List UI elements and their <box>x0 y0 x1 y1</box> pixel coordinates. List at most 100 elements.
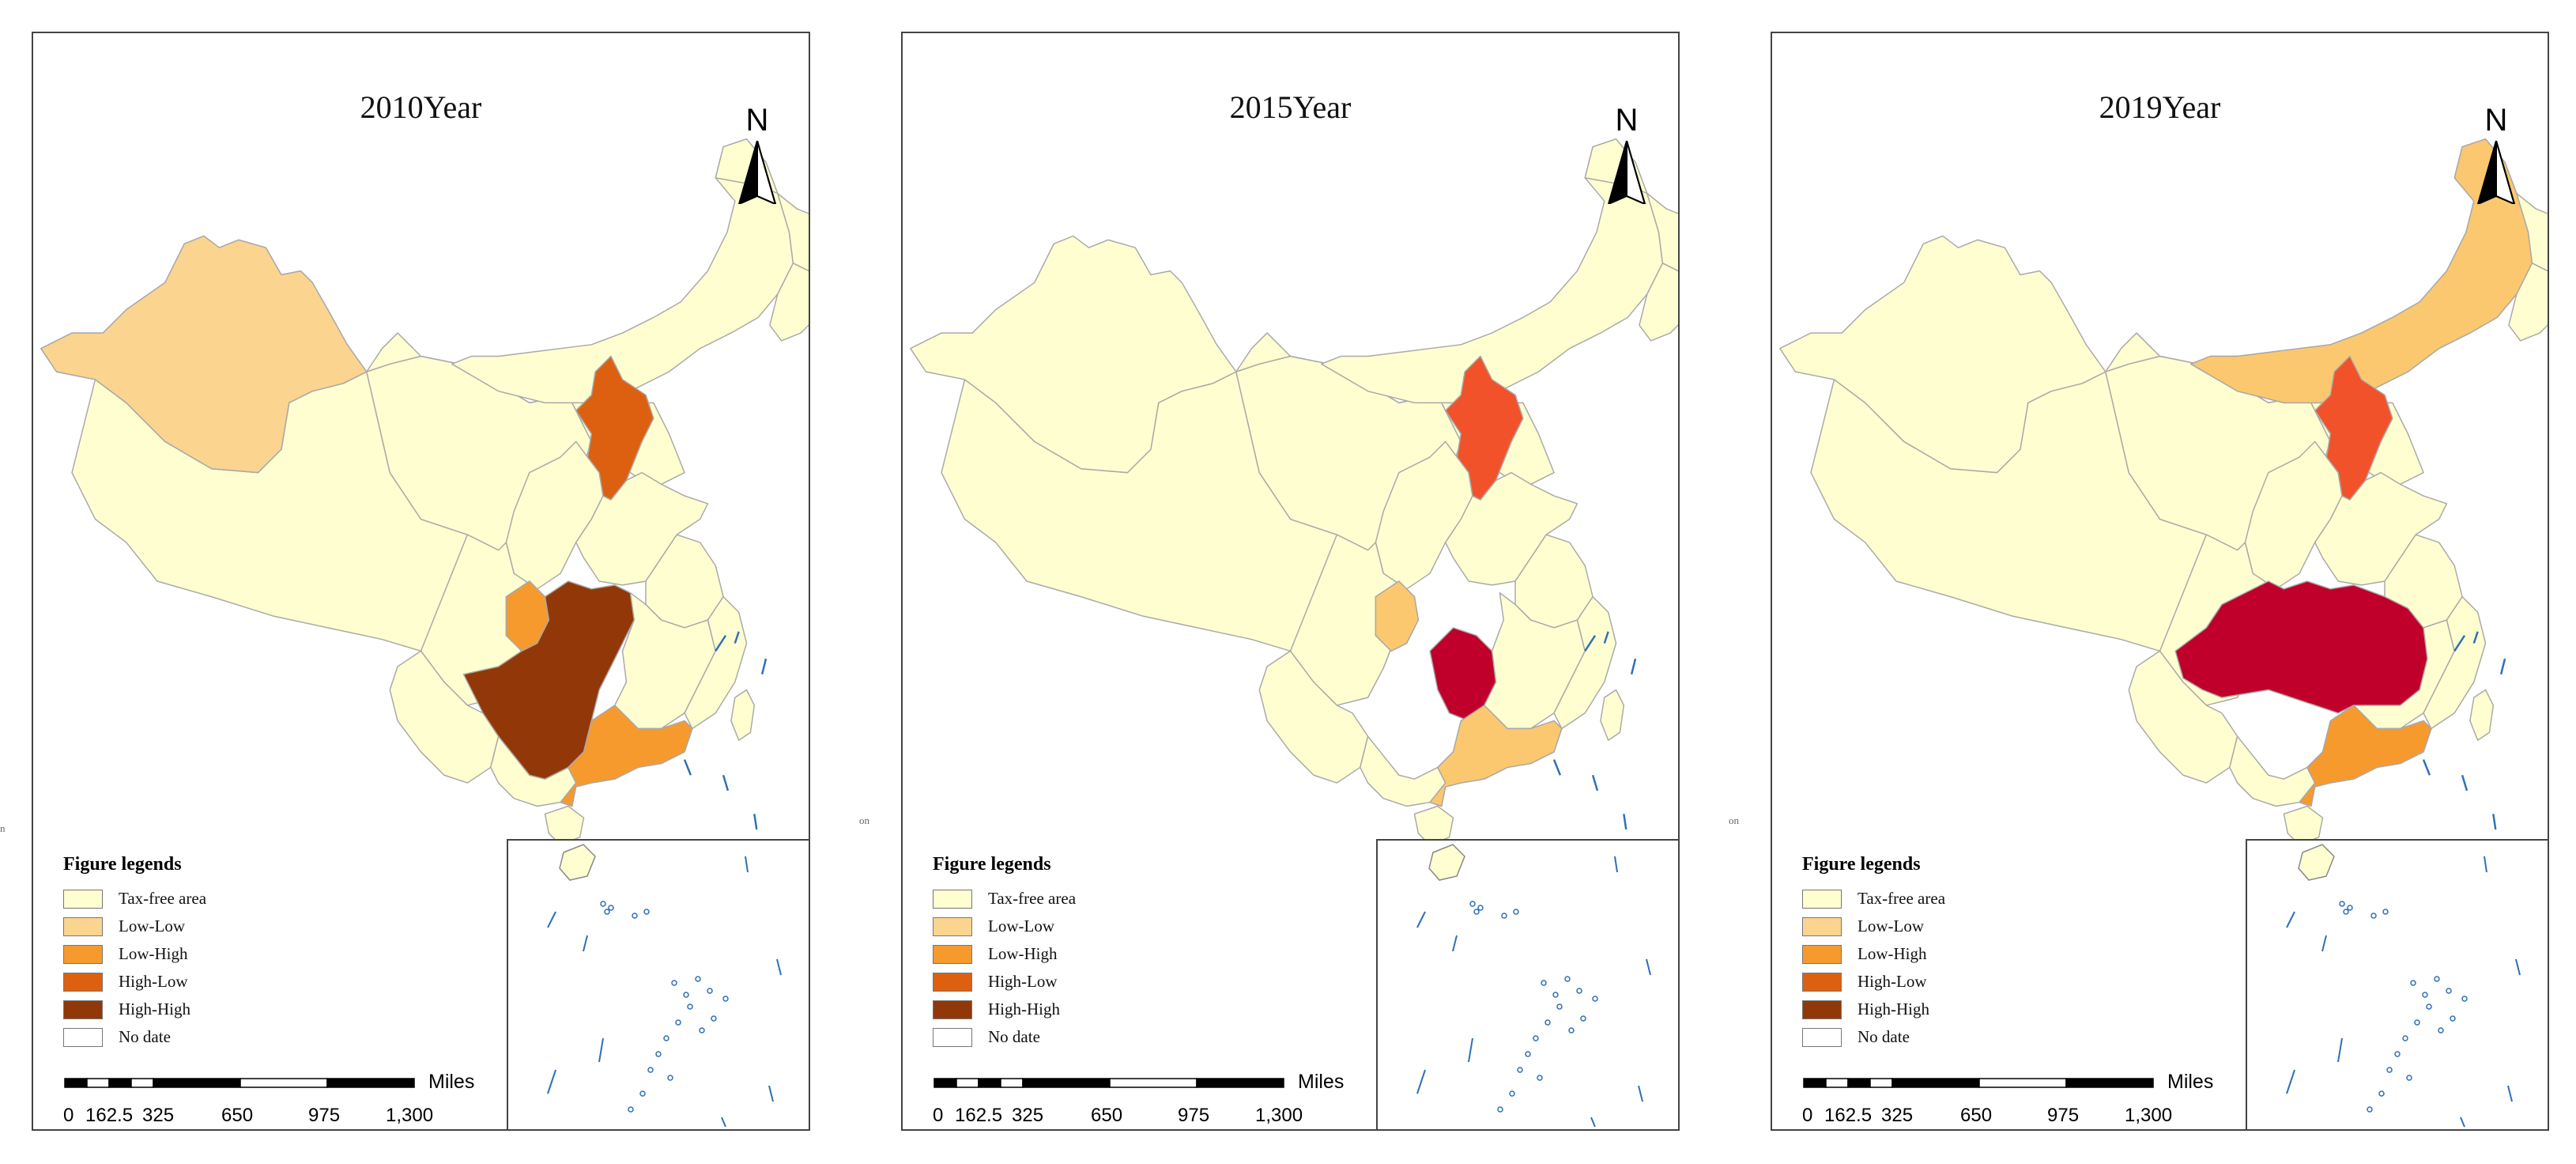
north-arrow-glyph <box>1607 141 1646 204</box>
region-jilin-liaoning <box>2508 263 2548 342</box>
sea-dash <box>1591 774 1599 792</box>
legend-item: Low-Low <box>1802 913 2063 940</box>
scale-tick-label: 1,300 <box>1255 1105 1303 1126</box>
figure-legend: Figure legends Tax-free area Low-Low Low-Hi… <box>933 854 1194 1051</box>
region-beijing-hebei-highlight <box>575 355 654 501</box>
map-panel-2015: 2015Year N Figure legends Tax-free area Low-… <box>901 32 1680 1131</box>
legend-swatch <box>1802 972 1842 992</box>
legend-swatch <box>933 1027 972 1047</box>
region-yunnan <box>1258 650 1369 784</box>
region-yunnan <box>2128 650 2238 784</box>
region-guangdong-highlight <box>1429 705 1563 807</box>
scale-bar-graphic <box>1803 1078 2154 1088</box>
scale-bar: Miles 0 162.5 325 650 975 1,300 <box>63 1071 506 1129</box>
sea-dash <box>2422 759 2431 776</box>
legend-label: High-High <box>1858 1000 1929 1018</box>
scale-tick-label: 1,300 <box>386 1105 434 1126</box>
region-taiwan <box>730 689 756 741</box>
legend-item: High-Low <box>1802 968 2063 996</box>
legend-title: Figure legends <box>933 854 1051 875</box>
scale-tick-label: 975 <box>2047 1105 2080 1126</box>
region-sichuan <box>1289 534 1408 706</box>
scale-units: Miles <box>1298 1071 1345 1093</box>
legend-swatch <box>63 944 103 964</box>
legend-label: Tax-free area <box>988 889 1077 908</box>
legend-label: Low-Low <box>119 916 185 935</box>
legend-swatch <box>63 1000 103 1019</box>
region-hainan <box>2283 805 2324 846</box>
legend-swatch <box>1802 1000 1842 1019</box>
legend-label: High-Low <box>1858 972 1927 991</box>
south-china-sea-inset <box>1376 839 1678 1129</box>
region-xinjiang <box>1779 235 2106 474</box>
region-jilin-liaoning <box>1639 263 1678 342</box>
north-arrow-glyph <box>737 141 777 204</box>
legend-item: High-High <box>63 996 324 1023</box>
region-zhejiang-fujian <box>1553 595 1617 730</box>
china-choropleth-map <box>1779 138 2548 876</box>
region-central-south-highlight <box>462 580 636 780</box>
panel-title: 2015Year <box>1229 89 1352 125</box>
legend-item: High-Low <box>63 968 324 996</box>
region-xinjiang-highlight <box>40 235 368 474</box>
scale-bar-graphic <box>64 1078 415 1088</box>
region-heilongjiang <box>715 138 809 272</box>
inset-map <box>1416 844 1651 1128</box>
legend-title: Figure legends <box>63 854 182 875</box>
legend-swatch <box>1802 889 1842 909</box>
sea-dash <box>734 631 740 644</box>
south-china-sea-inset <box>507 839 809 1129</box>
sea-dash <box>1623 814 1627 830</box>
legend-label: No date <box>988 1027 1040 1046</box>
region-xinjiang <box>910 235 1237 474</box>
scale-tick-label: 1,300 <box>2125 1105 2173 1126</box>
map-panel-2019: 2019Year N Figure legends Tax-free area Low-… <box>1771 32 2549 1131</box>
scale-tick-label: 650 <box>1960 1105 1993 1126</box>
legend-item: No date <box>1802 1023 2063 1051</box>
panel-title: 2010Year <box>360 89 482 125</box>
region-guangdong-highlight <box>560 705 693 807</box>
sea-dash <box>1552 759 1562 776</box>
region-central-band-highlight <box>2174 580 2428 714</box>
sea-dash <box>1603 631 1609 644</box>
map-panel-2010: 2010Year N Figure legends Tax-free area Low-… <box>32 32 810 1131</box>
scale-units: Miles <box>2167 1071 2214 1093</box>
china-choropleth-map <box>40 138 809 876</box>
scale-tick-label: 0 <box>933 1105 944 1126</box>
legend-item: No date <box>933 1023 1194 1051</box>
north-arrow-icon: N <box>2469 103 2524 214</box>
sea-dash <box>1584 635 1597 652</box>
scale-units: Miles <box>428 1071 475 1093</box>
sea-dash <box>722 774 730 792</box>
sea-dash <box>683 759 692 776</box>
legend-label: High-Low <box>988 972 1058 991</box>
region-jilin-liaoning <box>769 263 809 342</box>
north-arrow-glyph <box>2476 141 2516 204</box>
scale-tick-label: 162.5 <box>1824 1105 1873 1126</box>
region-hainan <box>1413 805 1454 846</box>
legend-label: High-High <box>119 1000 190 1018</box>
legend-label: Low-Low <box>1858 916 1924 935</box>
china-choropleth-map <box>910 138 1678 876</box>
sea-dash <box>753 814 758 830</box>
legend-item: Low-Low <box>63 913 324 940</box>
figure-legend: Figure legends Tax-free area Low-Low Low-Hi… <box>63 854 324 1051</box>
legend-swatch <box>933 972 972 992</box>
scale-bar: Miles 0 162.5 325 650 975 1,300 <box>933 1071 1375 1129</box>
sea-dash <box>2492 814 2497 830</box>
legend-swatch <box>933 1000 972 1019</box>
sea-dash <box>2472 631 2479 644</box>
legend-item: Low-High <box>933 940 1194 968</box>
legend-swatch <box>63 972 103 992</box>
scale-bar-graphic <box>933 1078 1284 1088</box>
panel-title: 2019Year <box>2099 89 2221 125</box>
region-hainan <box>544 805 585 846</box>
legend-swatch <box>933 889 972 909</box>
region-yunnan <box>389 650 500 784</box>
region-inner-mongolia-highlight <box>2190 138 2533 404</box>
legend-label: Tax-free area <box>1858 889 1946 908</box>
north-label: N <box>1615 103 1639 138</box>
region-beijing-hebei-highlight <box>2314 355 2393 501</box>
legend-item: Tax-free area <box>63 885 324 913</box>
legend-swatch <box>63 916 103 936</box>
